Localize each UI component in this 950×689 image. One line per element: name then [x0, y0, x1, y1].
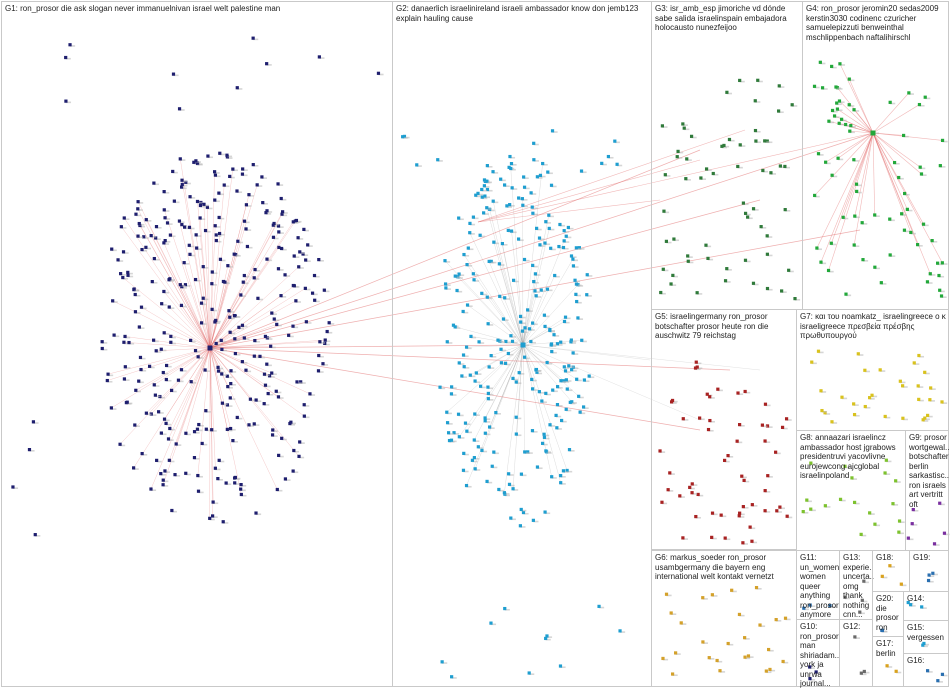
- group-panel-g17: G17: berlin: [872, 636, 904, 687]
- group-panel-g9: G9: prosor wortgewal... botschafter berl…: [905, 430, 949, 551]
- group-label-g6: G6: markus_soeder ron_prosor usambgerman…: [655, 553, 797, 582]
- group-panel-g16: G16:: [903, 653, 949, 687]
- group-label-g10: G10: ron_prosor man shiriadam... york ja…: [800, 622, 840, 689]
- group-panel-g3: G3: isr_amb_esp jimoriche vd dónde sabe …: [651, 1, 803, 310]
- group-label-g12: G12:: [843, 622, 874, 632]
- group-label-g4: G4: ron_prosor jeromin20 sedas2009 kerst…: [806, 4, 948, 42]
- group-label-g8: G8: annaazari israelincz ambassador host…: [800, 433, 906, 481]
- group-panel-g10: G10: ron_prosor man shiriadam... york ja…: [796, 619, 840, 687]
- group-label-g7: G7: και του noamkatz_ israelingreece ο κ…: [800, 312, 948, 341]
- group-label-g19: G19:: [913, 553, 949, 563]
- group-label-g13: G13: experie... uncerta... omg thank not…: [843, 553, 874, 620]
- group-panel-g2: G2: danaerlich israelinireland israeli a…: [392, 1, 652, 687]
- group-label-g18: G18:: [876, 553, 910, 563]
- group-panel-g15: G15: vergessen: [903, 620, 949, 654]
- group-panel-g13: G13: experie... uncerta... omg thank not…: [839, 550, 873, 620]
- group-panel-g18: G18:: [872, 550, 910, 592]
- group-panel-g5: G5: israelingermany ron_prosor botschaft…: [651, 309, 797, 550]
- group-panel-g1: G1: ron_prosor die ask slogan never imma…: [1, 1, 393, 687]
- group-panel-g4: G4: ron_prosor jeromin20 sedas2009 kerst…: [802, 1, 949, 310]
- group-label-g16: G16:: [907, 656, 949, 666]
- group-panel-g7: G7: και του noamkatz_ israelingreece ο κ…: [796, 309, 949, 431]
- group-label-g17: G17: berlin: [876, 639, 905, 658]
- group-label-g3: G3: isr_amb_esp jimoriche vd dónde sabe …: [655, 4, 803, 33]
- group-panel-g20: G20: die prosor ron: [872, 591, 904, 637]
- group-label-g15: G15: vergessen: [907, 623, 950, 642]
- group-label-g11: G11: un_women women queer anything ron_p…: [800, 553, 840, 620]
- group-panel-g19: G19:: [909, 550, 949, 592]
- group-panel-g12: G12:: [839, 619, 873, 687]
- group-panel-g14: G14:: [903, 591, 949, 621]
- group-label-g1: G1: ron_prosor die ask slogan never imma…: [5, 4, 390, 14]
- group-label-g9: G9: prosor wortgewal... botschafter berl…: [909, 433, 949, 509]
- group-label-g14: G14:: [907, 594, 949, 604]
- group-panel-g8: G8: annaazari israelincz ambassador host…: [796, 430, 906, 551]
- group-panel-g11: G11: un_women women queer anything ron_p…: [796, 550, 840, 620]
- group-panel-g6: G6: markus_soeder ron_prosor usambgerman…: [651, 550, 797, 687]
- group-label-g20: G20: die prosor ron: [876, 594, 905, 632]
- group-label-g5: G5: israelingermany ron_prosor botschaft…: [655, 312, 797, 341]
- group-label-g2: G2: danaerlich israelinireland israeli a…: [396, 4, 646, 23]
